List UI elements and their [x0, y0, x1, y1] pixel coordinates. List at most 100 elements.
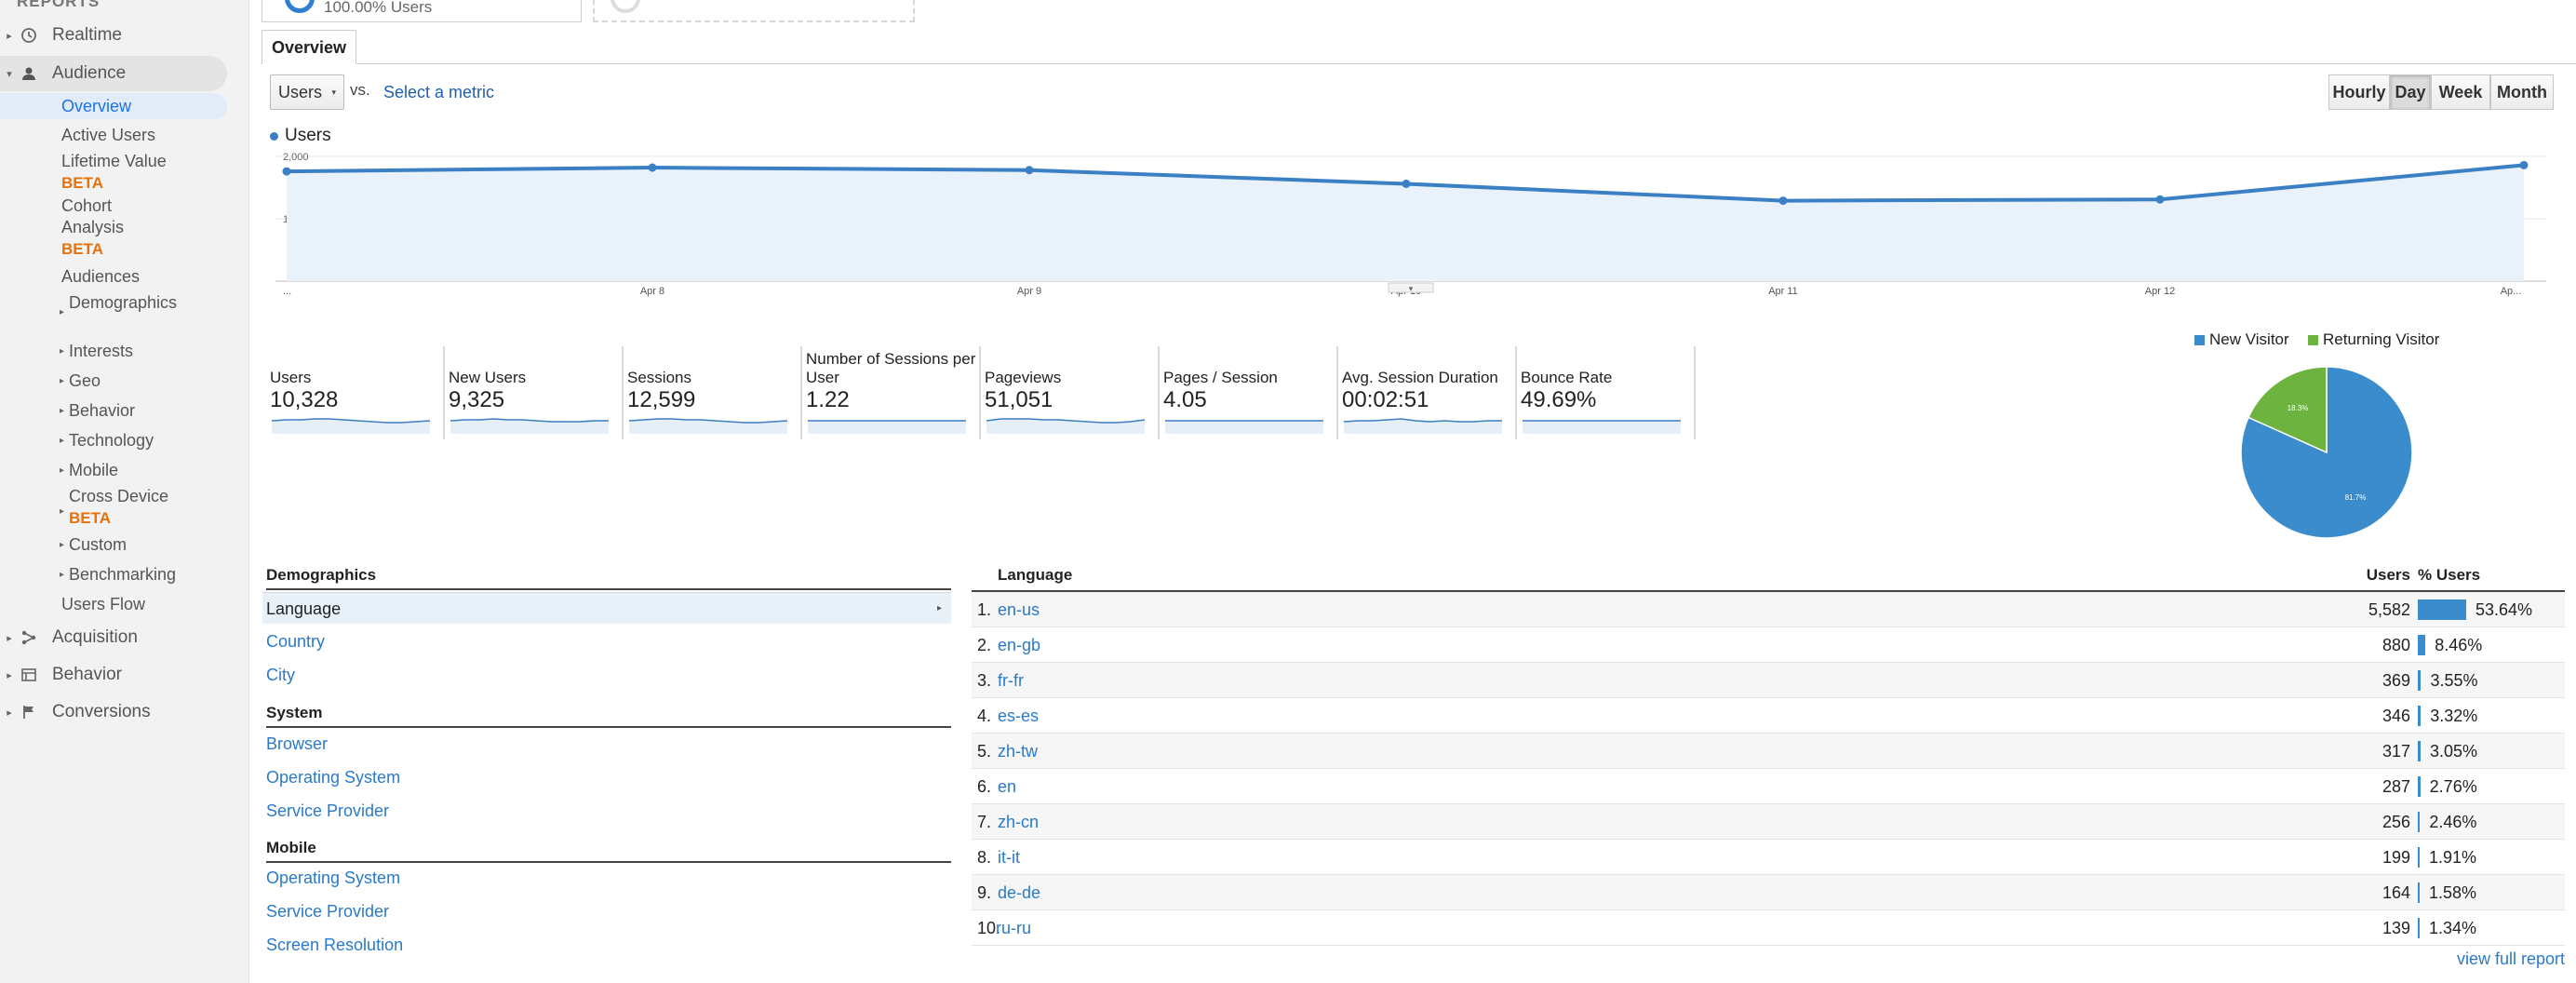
chevron-right-icon: ▸ [936, 603, 942, 613]
caret-right-icon: ▸ [60, 376, 65, 386]
scorecard-new-users[interactable]: New Users 9,325 [449, 346, 624, 439]
sidebar-item-behavior-sub[interactable]: ▸ Behavior [60, 400, 233, 422]
language-link[interactable]: fr-fr [998, 671, 1024, 690]
dem-item-operating-system[interactable]: Operating System [266, 768, 401, 787]
sidebar-item-mobile[interactable]: ▸ Mobile [60, 460, 233, 481]
sidebar-item-technology[interactable]: ▸ Technology [60, 430, 233, 451]
granularity-day[interactable]: Day [2390, 74, 2431, 110]
sidebar-item-custom[interactable]: ▸ Custom [60, 534, 233, 556]
sidebar-item-lifetime-value[interactable]: Lifetime Value BETA [61, 151, 225, 194]
view-full-report-link[interactable]: view full report [2456, 949, 2565, 968]
users-value: 880 [2381, 636, 2410, 654]
sidebar-item-label: Demographics [69, 293, 178, 312]
legend-swatch-new [2194, 334, 2205, 345]
sidebar-header: REPORTS [17, 0, 101, 10]
sidebar-item-audiences[interactable]: Audiences [61, 267, 141, 286]
language-link[interactable]: en-gb [998, 636, 1041, 654]
dem-item-language[interactable]: Language ▸ [262, 592, 951, 624]
scorecard-users[interactable]: Users 10,328 [270, 346, 445, 439]
scorecard-bounce-rate[interactable]: Bounce Rate 49.69% [1521, 346, 1696, 439]
pie-legend-returning: Returning Visitor [2308, 330, 2439, 349]
clock-icon [19, 25, 39, 46]
caret-right-icon: ▸ [60, 346, 65, 357]
granularity-week[interactable]: Week [2431, 74, 2490, 110]
tab-overview[interactable]: Overview [262, 30, 357, 64]
sidebar-item-active-users[interactable]: Active Users [61, 126, 156, 144]
pct-bar [2418, 706, 2422, 726]
sidebar-item-behavior[interactable]: ▸ Behavior [0, 662, 227, 688]
sidebar-item-cohort-analysis[interactable]: Cohort Analysis BETA [61, 195, 145, 260]
dem-item-service-provider[interactable]: Service Provider [266, 801, 390, 820]
language-link[interactable]: es-es [998, 707, 1040, 725]
pct-bar [2418, 918, 2420, 938]
dem-item-country[interactable]: Country [266, 632, 326, 651]
sidebar-item-users-flow[interactable]: Users Flow [61, 595, 146, 613]
scorecard-pageviews[interactable]: Pageviews 51,051 [985, 346, 1160, 439]
sidebar-item-realtime[interactable]: ▸ Realtime [0, 22, 227, 48]
add-segment-card[interactable] [593, 0, 915, 22]
sidebar-item-benchmarking[interactable]: ▸ Benchmarking [60, 564, 233, 586]
sidebar-item-geo[interactable]: ▸ Geo [60, 370, 233, 392]
language-link[interactable]: it-it [998, 848, 1020, 867]
language-link[interactable]: en [998, 777, 1017, 796]
sidebar-item-demographics[interactable]: ▸ Demographics [60, 292, 186, 317]
scorecard-value: 12,599 [627, 387, 696, 412]
segment-card[interactable] [262, 0, 582, 22]
beta-badge: BETA [61, 240, 104, 258]
data-point[interactable] [1025, 166, 1034, 175]
scorecard-sessions[interactable]: Sessions 12,599 [627, 346, 802, 439]
table-row: 5. zh-tw 317 3.05% [972, 734, 2565, 769]
sidebar-item-cross-device[interactable]: ▸ Cross Device BETA [60, 486, 233, 529]
users-value: 139 [2381, 919, 2410, 937]
language-link[interactable]: zh-cn [998, 813, 1040, 831]
chart-collapse-handle[interactable] [1388, 282, 1434, 293]
scorecard-label: New Users [449, 369, 527, 386]
sidebar-item-acquisition[interactable]: ▸ Acquisition [0, 625, 227, 651]
select-metric-link[interactable]: Select a metric [383, 83, 495, 101]
pct-value: 3.32% [2430, 707, 2478, 725]
users-value: 256 [2381, 813, 2410, 831]
sidebar-item-overview[interactable]: Overview [0, 93, 227, 119]
data-point[interactable] [1778, 196, 1788, 206]
scorecard-number-of-sessions-per-user[interactable]: Number of Sessions per User 1.22 [806, 346, 981, 439]
caret-right-icon: ▸ [7, 30, 12, 42]
sidebar-item-audience[interactable]: ▾ Audience [0, 56, 227, 91]
section-mobile: Mobile [266, 839, 951, 863]
sparkline-line [629, 418, 788, 424]
dem-item-mobile-service-provider[interactable]: Service Provider [266, 902, 390, 921]
acquisition-icon [19, 627, 39, 648]
granularity-month[interactable]: Month [2490, 74, 2554, 110]
users-value: 287 [2381, 777, 2410, 796]
dem-item-mobile-os[interactable]: Operating System [266, 869, 401, 887]
pie-slice-new-visitor[interactable] [2240, 366, 2413, 539]
sparkline-fill [986, 419, 1145, 434]
language-link[interactable]: en-us [998, 600, 1040, 619]
data-point[interactable] [648, 163, 657, 172]
sidebar-item-label: Conversions [52, 702, 151, 721]
language-link[interactable]: zh-tw [998, 742, 1039, 761]
sidebar-item-conversions[interactable]: ▸ Conversions [0, 699, 227, 725]
pie-slice-returning-visitor[interactable] [2247, 366, 2328, 454]
users-value: 164 [2381, 883, 2410, 902]
granularity-hourly[interactable]: Hourly [2328, 74, 2390, 110]
language-link[interactable]: ru-ru [996, 919, 1032, 937]
metric-select[interactable]: Users ▾ [270, 74, 344, 110]
row-index: 3. [977, 671, 992, 690]
data-point[interactable] [282, 167, 291, 176]
sparkline-fill [808, 421, 966, 434]
language-link[interactable]: de-de [998, 883, 1041, 902]
scorecard-avg-session-duration[interactable]: Avg. Session Duration 00:02:51 [1342, 346, 1517, 439]
data-point[interactable] [1402, 179, 1411, 188]
dem-item-city[interactable]: City [266, 666, 295, 684]
section-system: System [266, 704, 951, 728]
dem-item-screen-resolution[interactable]: Screen Resolution [266, 936, 404, 954]
table-row: 2. en-gb 880 8.46% [972, 627, 2565, 663]
y-tick-label: 2,000 [283, 152, 309, 163]
data-point[interactable] [2519, 160, 2529, 169]
scorecard-pages-session[interactable]: Pages / Session 4.05 [1163, 346, 1338, 439]
vs-label: vs. [350, 81, 370, 99]
data-point[interactable] [2155, 195, 2165, 204]
sidebar-item-interests[interactable]: ▸ Interests [60, 341, 233, 362]
pct-value: 8.46% [2435, 636, 2483, 654]
dem-item-browser[interactable]: Browser [266, 734, 329, 753]
